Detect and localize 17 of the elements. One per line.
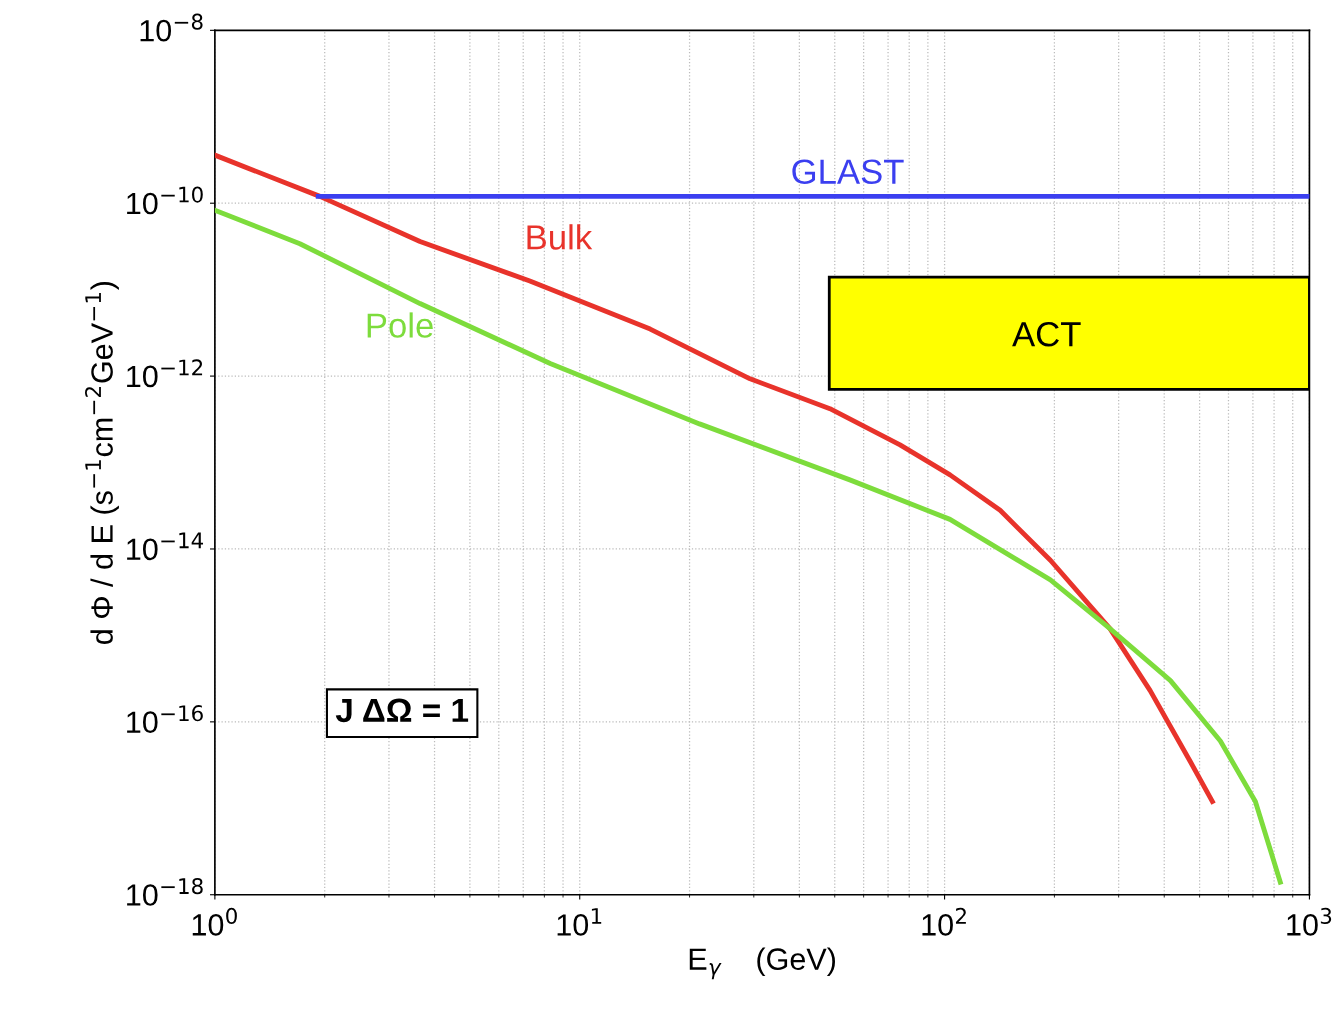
series-label: Pole — [367, 312, 433, 338]
series-label: ACT — [1012, 321, 1081, 347]
x-tick-label: 10$^{3}$ — [1287, 907, 1332, 936]
y-axis-title: d Φ / d E (s$^{−1}$cm$^{−2}$GeV$^{−1}$) — [85, 282, 119, 644]
y-tick-label: 10$^{−14}$ — [127, 532, 204, 561]
annotation: J ΔΩ = 1 — [335, 698, 469, 723]
y-tick-label: 10$^{−16}$ — [127, 705, 203, 733]
y-tick-label: 10$^{−8}$ — [140, 13, 203, 42]
y-tick-label: 10$^{−10}$ — [127, 186, 203, 215]
series-label: Bulk — [527, 224, 593, 250]
x-tick-label: 10$^{1}$ — [557, 908, 602, 936]
text: E$_{γ}$ (GeV) — [689, 947, 836, 980]
x-tick-label: 10$^{2}$ — [922, 907, 966, 936]
y-tick-label: 10$^{−18}$ — [127, 878, 203, 906]
y-tick-label: 10$^{−12}$ — [127, 359, 203, 388]
x-tick-label: 10$^{0}$ — [192, 907, 237, 936]
series-label: GLAST — [792, 159, 904, 185]
